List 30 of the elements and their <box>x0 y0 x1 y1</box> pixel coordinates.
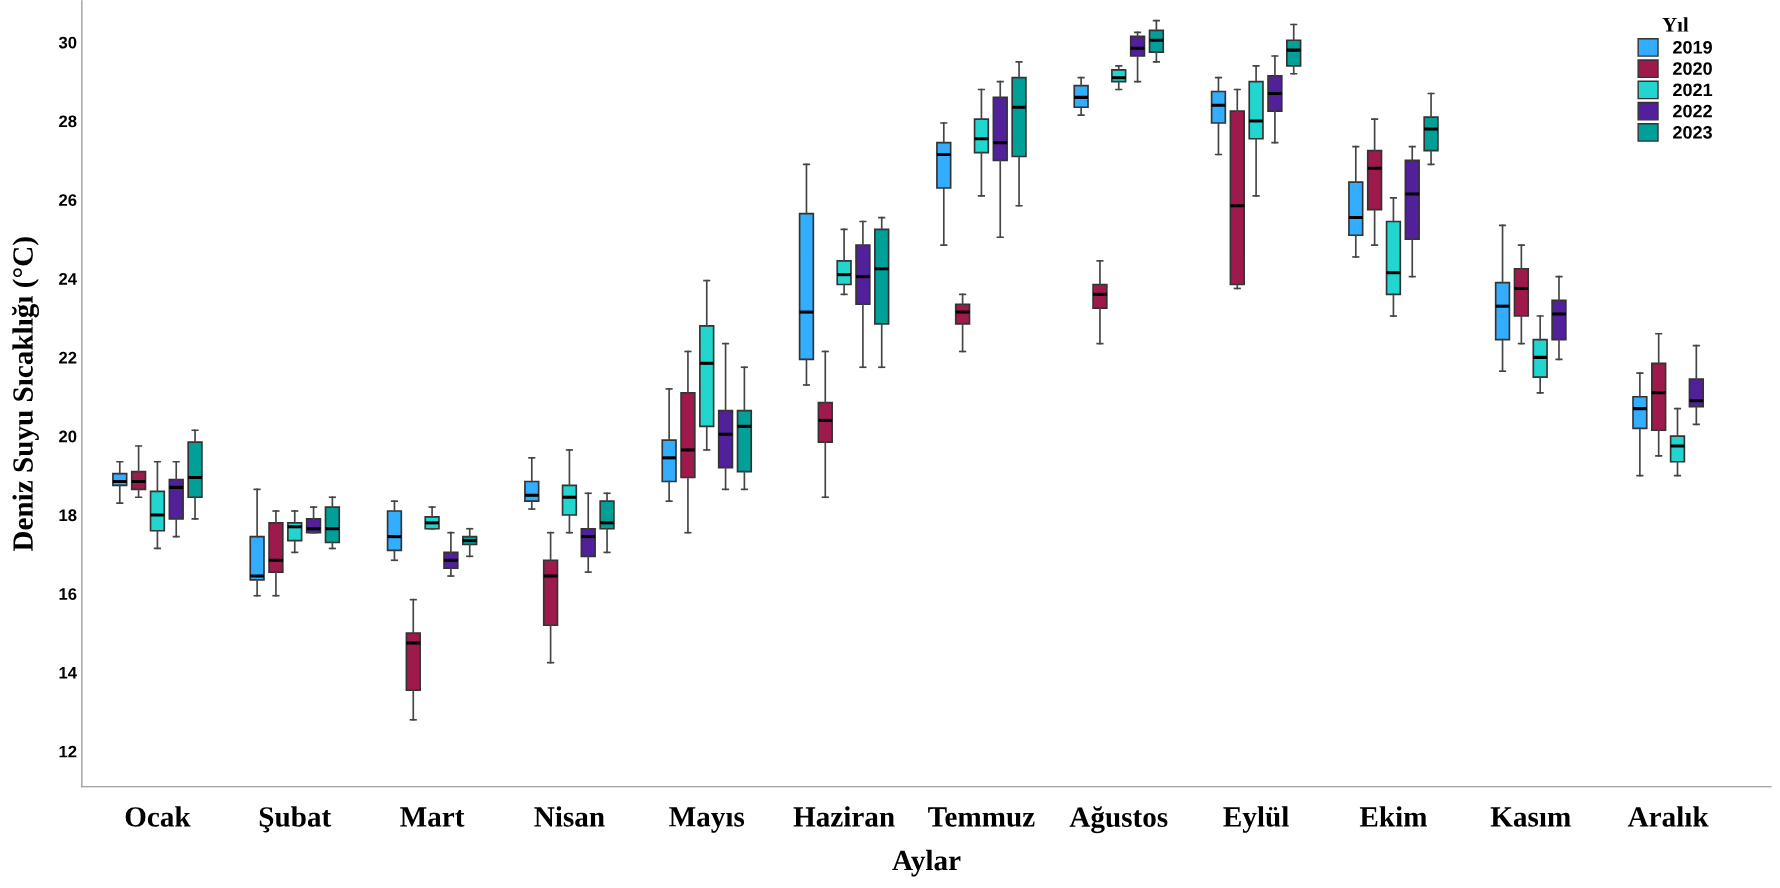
y-tick-label: 14 <box>59 667 77 679</box>
x-tick-label: Mayıs <box>669 807 745 833</box>
x-tick-label: Eylül <box>1223 806 1289 833</box>
y-tick-label: 22 <box>59 351 77 364</box>
legend-title: Yıl <box>1662 17 1689 32</box>
x-tick-label: Ocak <box>125 806 191 827</box>
y-tick-label: 28 <box>59 115 77 128</box>
x-tick-label: Temmuz <box>928 807 1035 827</box>
x-tick-label: Mart <box>400 807 465 827</box>
y-tick-label: 20 <box>59 430 77 443</box>
x-tick-label: Kasım <box>1490 807 1571 827</box>
y-axis-title: Deniz Suyu Sıcaklığı (°C) <box>12 237 40 552</box>
x-axis-title: Aylar <box>892 849 961 877</box>
x-tick-label: Ekim <box>1359 806 1427 827</box>
x-tick-label: Nisan <box>534 806 605 827</box>
y-tick-label: 30 <box>58 36 77 49</box>
legend-label: 2019 <box>1673 40 1712 54</box>
x-tick-label: Şubat <box>259 806 332 833</box>
y-tick-label: 26 <box>59 194 77 207</box>
y-tick-label: 24 <box>59 273 77 285</box>
x-tick-label: Ağustos <box>1069 806 1168 834</box>
legend-label: 2020 <box>1673 62 1712 75</box>
x-tick-label: Haziran <box>793 806 895 827</box>
y-tick-label: 12 <box>59 745 77 758</box>
y-tick-label: 18 <box>59 509 77 522</box>
legend-label: 2022 <box>1673 104 1712 118</box>
legend-label: 2021 <box>1673 83 1713 97</box>
legend-label: 2023 <box>1673 125 1712 139</box>
x-tick-label: Aralık <box>1627 806 1709 827</box>
y-tick-label: 16 <box>59 588 77 600</box>
